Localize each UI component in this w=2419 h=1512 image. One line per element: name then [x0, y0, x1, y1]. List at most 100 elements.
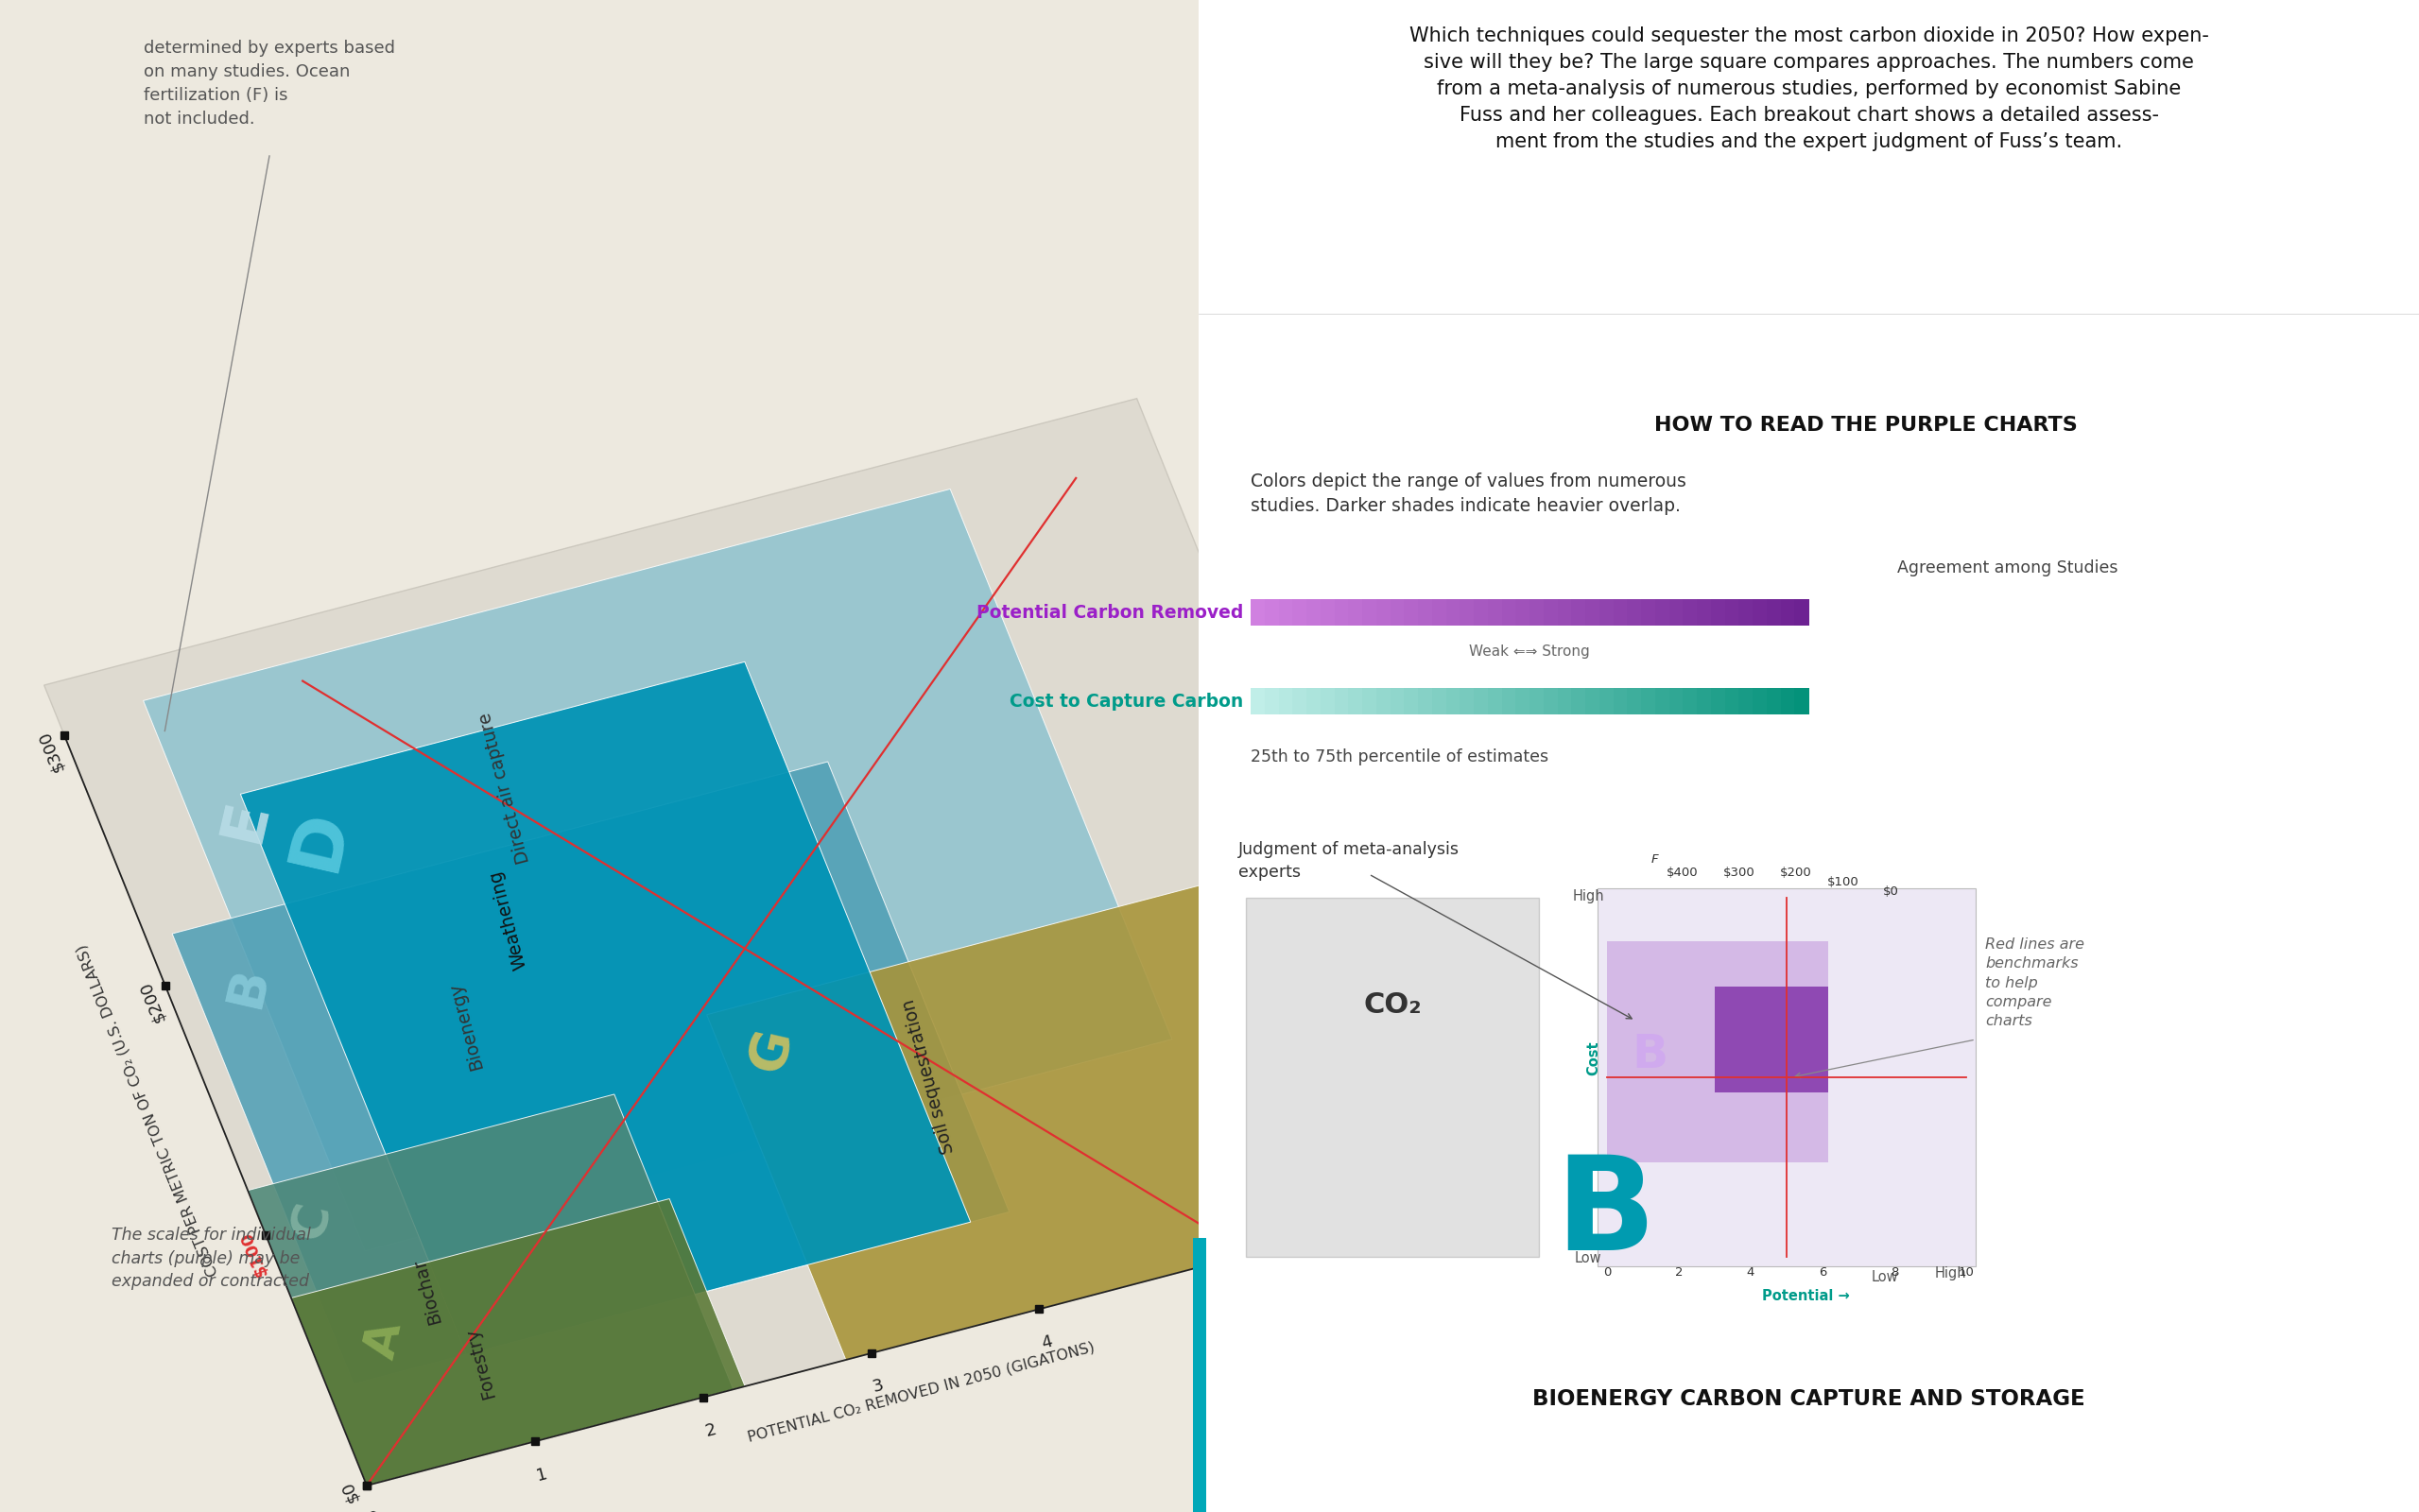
Bar — [1584, 599, 1599, 626]
Text: 2: 2 — [704, 1421, 718, 1439]
Text: $100: $100 — [237, 1228, 271, 1279]
Bar — [1473, 688, 1488, 715]
Bar — [1376, 688, 1391, 715]
Bar — [1403, 688, 1420, 715]
Text: 2: 2 — [1674, 1267, 1684, 1279]
Bar — [1280, 599, 1294, 626]
Bar — [1292, 599, 1306, 626]
Bar — [1655, 688, 1669, 715]
Text: Bioenergy: Bioenergy — [448, 980, 486, 1072]
Bar — [1739, 688, 1754, 715]
Text: B: B — [1630, 1031, 1667, 1077]
Bar — [1251, 688, 1265, 715]
Bar — [1193, 1238, 1207, 1512]
Bar — [1696, 599, 1713, 626]
Bar — [1766, 688, 1780, 715]
Bar — [1347, 688, 1364, 715]
Bar — [1362, 688, 1376, 715]
Text: A: A — [358, 1317, 411, 1362]
Bar — [1432, 688, 1447, 715]
Text: High: High — [1572, 889, 1604, 903]
Bar — [1517, 688, 1531, 715]
Text: determined by experts based
on many studies. Ocean
fertilization (F) is
not incl: determined by experts based on many stud… — [143, 39, 394, 127]
Text: Low: Low — [1575, 1252, 1601, 1266]
Text: 4: 4 — [1040, 1332, 1055, 1352]
Polygon shape — [247, 1095, 733, 1485]
Text: Forestry: Forestry — [462, 1326, 498, 1400]
Text: C: C — [283, 1198, 341, 1244]
Bar — [1655, 599, 1669, 626]
Text: 4: 4 — [1747, 1267, 1754, 1279]
Bar — [1459, 688, 1476, 715]
Polygon shape — [706, 878, 1367, 1359]
Polygon shape — [1606, 940, 1829, 1163]
Text: G: G — [743, 1024, 801, 1077]
Text: $0: $0 — [339, 1479, 363, 1504]
Text: $0: $0 — [1882, 886, 1899, 898]
Text: Which techniques could sequester the most carbon dioxide in 2050? How expen-
siv: Which techniques could sequester the mos… — [1408, 26, 2209, 151]
Text: CO₂: CO₂ — [1364, 992, 1422, 1019]
Bar — [1795, 599, 1809, 626]
Text: Low: Low — [1872, 1270, 1899, 1284]
Text: E: E — [213, 794, 278, 848]
Text: Potential →: Potential → — [1761, 1288, 1851, 1303]
Bar — [1459, 599, 1476, 626]
Bar — [1432, 599, 1447, 626]
Text: Weathering: Weathering — [486, 868, 530, 972]
Bar — [1599, 688, 1613, 715]
Bar — [1335, 688, 1350, 715]
Bar — [1473, 599, 1488, 626]
Bar — [1613, 688, 1628, 715]
Bar — [1599, 599, 1613, 626]
Bar — [1347, 599, 1364, 626]
Text: D: D — [278, 803, 360, 877]
Polygon shape — [290, 1199, 745, 1485]
Text: Cost to Capture Carbon: Cost to Capture Carbon — [1009, 692, 1243, 711]
Polygon shape — [239, 662, 970, 1355]
Text: Judgment of meta-analysis
experts: Judgment of meta-analysis experts — [1239, 841, 1459, 881]
Text: $300: $300 — [1722, 866, 1756, 878]
Bar — [1251, 599, 1265, 626]
Text: 0: 0 — [368, 1509, 382, 1512]
Text: POTENTIAL CO₂ REMOVED IN 2050 (GIGATONS): POTENTIAL CO₂ REMOVED IN 2050 (GIGATONS) — [747, 1340, 1096, 1444]
Bar — [1246, 898, 1538, 1256]
Bar — [1265, 599, 1280, 626]
Bar — [1391, 599, 1405, 626]
Bar — [1200, 0, 2419, 1512]
Bar — [1572, 599, 1587, 626]
Text: 8: 8 — [1889, 1267, 1899, 1279]
Bar — [1529, 688, 1543, 715]
Text: $300: $300 — [36, 729, 68, 774]
Bar — [1669, 688, 1684, 715]
Bar — [1628, 599, 1643, 626]
Text: The scales for individual
charts (purple) may be
expanded or contracted: The scales for individual charts (purple… — [111, 1228, 312, 1290]
Bar — [1795, 688, 1809, 715]
Bar — [1543, 688, 1558, 715]
Bar — [1628, 688, 1643, 715]
Text: HOW TO READ THE PURPLE CHARTS: HOW TO READ THE PURPLE CHARTS — [1655, 416, 2078, 435]
Text: F: F — [1650, 853, 1657, 865]
Text: Potential Carbon Removed: Potential Carbon Removed — [977, 603, 1243, 621]
Polygon shape — [172, 762, 1009, 1383]
Bar — [1597, 888, 1976, 1267]
Text: Red lines are
benchmarks
to help
compare
charts: Red lines are benchmarks to help compare… — [1986, 937, 2085, 1028]
Bar — [1529, 599, 1543, 626]
Bar — [1640, 599, 1657, 626]
Bar — [1306, 688, 1321, 715]
Bar — [1447, 688, 1461, 715]
Bar — [1754, 599, 1768, 626]
Bar — [1321, 599, 1335, 626]
Text: B: B — [220, 962, 278, 1012]
Polygon shape — [1715, 986, 1829, 1092]
Polygon shape — [143, 488, 1173, 1250]
Text: BIOENERGY CARBON CAPTURE AND STORAGE: BIOENERGY CARBON CAPTURE AND STORAGE — [1534, 1388, 2085, 1409]
Text: 6: 6 — [1376, 1244, 1391, 1264]
Text: $400: $400 — [1667, 866, 1698, 878]
Bar — [1517, 599, 1531, 626]
Text: Colors depict the range of values from numerous
studies. Darker shades indicate : Colors depict the range of values from n… — [1251, 472, 1686, 514]
Bar — [1684, 688, 1698, 715]
Text: 1: 1 — [535, 1465, 549, 1485]
Text: 5: 5 — [1207, 1288, 1222, 1308]
Bar — [1766, 599, 1780, 626]
Bar — [1280, 688, 1294, 715]
